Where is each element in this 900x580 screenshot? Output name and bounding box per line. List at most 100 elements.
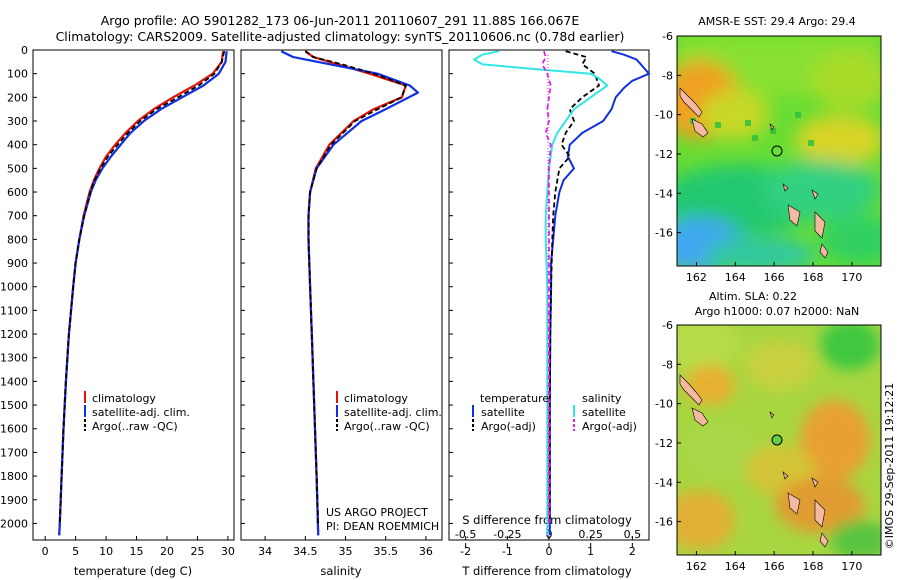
x-tick-label: 2 xyxy=(629,545,636,558)
depth-tick-label: 1900 xyxy=(0,494,28,507)
legend-label-sal-argo: Argo(-adj) xyxy=(582,420,637,433)
x-tick-label: -2 xyxy=(460,545,471,558)
legend-label-argo: Argo(..raw -QC) xyxy=(92,420,178,433)
salinity-axis-label: salinity xyxy=(320,564,361,578)
map-x-tick-label: 170 xyxy=(841,560,862,573)
x-tick-label: 35 xyxy=(339,545,353,558)
depth-tick-label: 700 xyxy=(7,210,28,223)
legend-label-climatology: climatology xyxy=(344,392,408,405)
series-line xyxy=(58,50,226,524)
header-line-1: Argo profile: AO 5901282_173 06-Jun-2011… xyxy=(101,13,580,28)
depth-tick-label: 1000 xyxy=(0,281,28,294)
series-line xyxy=(473,50,609,536)
map-y-tick-label: -12 xyxy=(655,148,673,161)
sla-map-title-1: Altim. SLA: 0.22 xyxy=(709,290,797,303)
map-y-tick-label: -8 xyxy=(662,69,673,82)
temperature-axis-label: temperature (deg C) xyxy=(74,564,192,578)
x-tick-label: 0.5 xyxy=(624,528,642,541)
sst-argo-marker xyxy=(771,145,783,157)
series-line xyxy=(304,50,407,536)
map-y-tick-label: -16 xyxy=(655,227,673,240)
header-line-2: Climatology: CARS2009. Satellite-adjuste… xyxy=(56,29,625,44)
depth-tick-label: 1400 xyxy=(0,375,28,388)
depth-tick-label: 800 xyxy=(7,233,28,246)
map-y-tick-label: -14 xyxy=(655,476,673,489)
depth-tick-label: 1100 xyxy=(0,304,28,317)
x-tick-label: 34.5 xyxy=(293,545,318,558)
imos-credit: ©IMOS 29-Sep-2011 19:12:21 xyxy=(883,383,896,549)
difference-legend-temperature: temperature satellite Argo(-adj) xyxy=(472,392,549,433)
temperature-series xyxy=(58,50,228,536)
sst-map-field xyxy=(677,36,881,266)
x-tick-label: 0 xyxy=(546,545,553,558)
x-tick-label: 20 xyxy=(160,545,174,558)
map-x-tick-label: 162 xyxy=(686,560,707,573)
x-tick-label: 10 xyxy=(99,545,113,558)
legend-label-sal-satellite: satellite xyxy=(582,406,626,419)
x-tick-label: 35.5 xyxy=(373,545,398,558)
legend-title-temperature: temperature xyxy=(480,392,549,405)
depth-tick-label: 900 xyxy=(7,257,28,270)
depth-tick-label: 600 xyxy=(7,186,28,199)
map-x-tick-label: 168 xyxy=(803,560,824,573)
x-tick-label: 0 xyxy=(42,545,49,558)
map-x-tick-label: 166 xyxy=(764,271,785,284)
series-line xyxy=(58,51,228,536)
x-tick-label: -0.5 xyxy=(455,528,476,541)
series-line xyxy=(304,50,407,524)
t-difference-axis-label: T difference from climatology xyxy=(461,564,632,578)
depth-tick-label: 200 xyxy=(7,91,28,104)
x-tick-label: 25 xyxy=(190,545,204,558)
x-tick-label: 30 xyxy=(221,545,235,558)
map-x-tick-label: 170 xyxy=(841,271,862,284)
map-y-tick-label: -14 xyxy=(655,187,673,200)
depth-tick-label: 1200 xyxy=(0,328,28,341)
depth-tick-label: 400 xyxy=(7,139,28,152)
legend-label-argo: Argo(..raw -QC) xyxy=(344,420,430,433)
depth-axis: 0 100 200 300 400 500 600 700 800 900 1000 1100 1200… xyxy=(0,44,453,530)
map-x-tick-label: 162 xyxy=(686,271,707,284)
map-y-tick-label: -10 xyxy=(655,109,673,122)
s-difference-x-axis: -0.5 -0.25 0 0.25 0.5 xyxy=(455,528,641,548)
sla-map-axes: 162 164 166 168 170 -6 -8 -10 -12 -14 -16 xyxy=(655,319,862,573)
project-label: US ARGO PROJECT xyxy=(326,506,428,519)
map-y-tick-label: -16 xyxy=(655,516,673,529)
map-x-tick-label: 168 xyxy=(803,271,824,284)
salinity-x-axis: 34 34.5 35 35.5 36 xyxy=(258,536,433,558)
x-tick-label: 1 xyxy=(587,545,594,558)
depth-tick-label: 1800 xyxy=(0,470,28,483)
legend-label-temp-satellite: satellite xyxy=(481,406,525,419)
sla-map-frame xyxy=(676,324,882,556)
difference-series xyxy=(473,50,650,536)
depth-tick-label: 0 xyxy=(21,44,28,57)
legend-label-climatology: climatology xyxy=(92,392,156,405)
salinity-series xyxy=(280,50,419,536)
salinity-panel-frame xyxy=(240,49,443,541)
difference-legend-salinity: salinity satellite Argo(-adj) xyxy=(573,392,637,433)
map-y-tick-label: -10 xyxy=(655,398,673,411)
map-y-tick-label: -8 xyxy=(662,358,673,371)
x-tick-label: 34 xyxy=(258,545,272,558)
series-line xyxy=(548,50,600,524)
temperature-x-axis: 0 5 10 15 20 25 30 xyxy=(42,536,235,558)
map-y-tick-label: -6 xyxy=(662,30,673,43)
map-y-tick-label: -6 xyxy=(662,319,673,332)
sst-map-axes: 162 164 166 168 170 -6 -8 -10 -12 -14 -16 xyxy=(655,30,862,284)
sst-map-frame xyxy=(676,35,882,267)
depth-tick-label: 1300 xyxy=(0,352,28,365)
depth-tick-label: 300 xyxy=(7,115,28,128)
temperature-legend: climatology satellite-adj. clim. Argo(..… xyxy=(84,391,190,433)
depth-tick-label: 1500 xyxy=(0,399,28,412)
temperature-panel-frame xyxy=(32,49,235,541)
map-y-tick-label: -12 xyxy=(655,437,673,450)
legend-label-satellite: satellite-adj. clim. xyxy=(344,406,442,419)
depth-tick-label: 1700 xyxy=(0,446,28,459)
t-difference-x-axis: -2 -1 0 1 2 xyxy=(460,536,636,558)
sla-map-title-2: Argo h1000: 0.07 h2000: NaN xyxy=(695,305,860,318)
depth-tick-label: 1600 xyxy=(0,423,28,436)
sla-argo-marker xyxy=(771,434,783,446)
x-tick-label: 0.25 xyxy=(578,528,603,541)
map-x-tick-label: 164 xyxy=(725,271,746,284)
x-tick-label: 15 xyxy=(130,545,144,558)
